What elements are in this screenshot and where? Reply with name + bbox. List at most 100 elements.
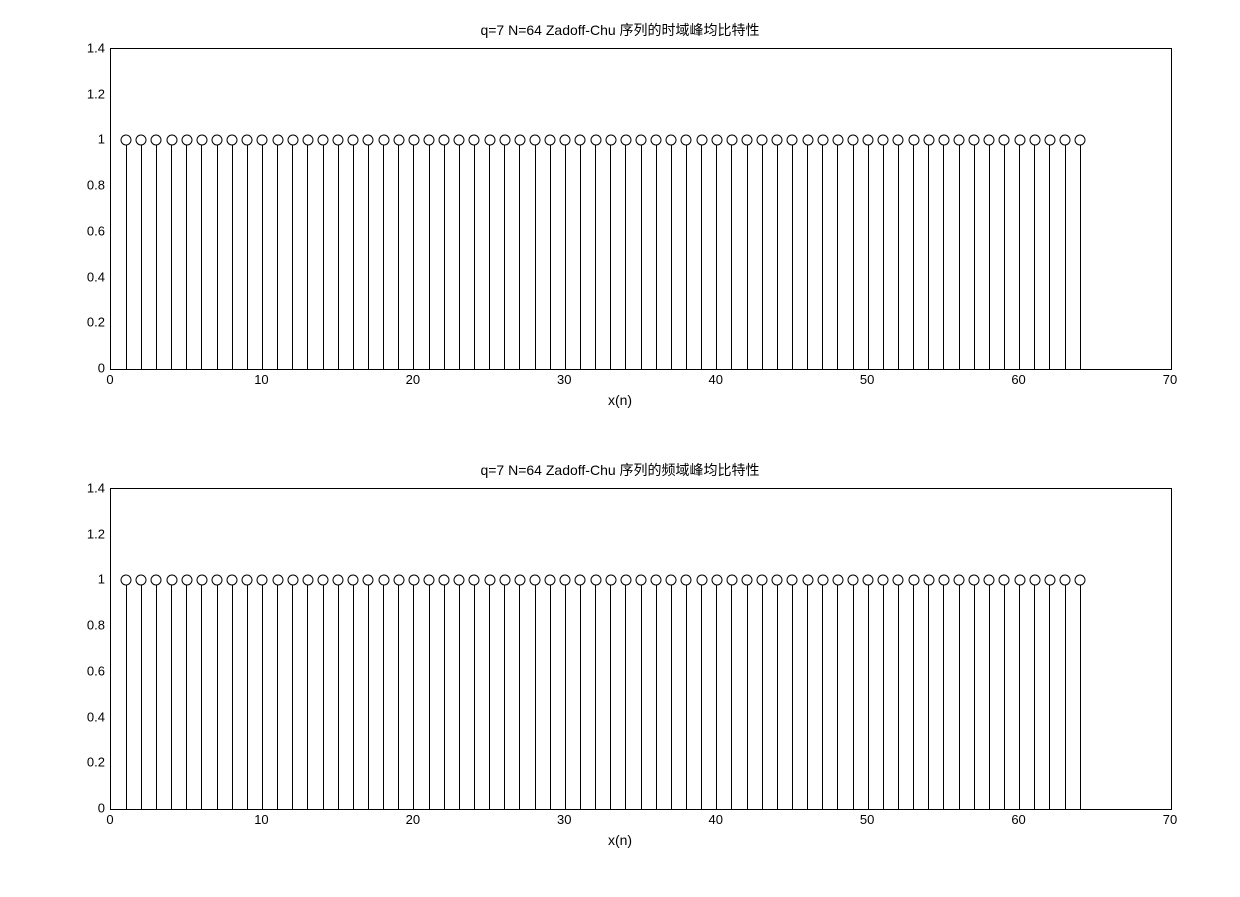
stem-marker bbox=[711, 575, 722, 586]
stem-line bbox=[368, 580, 369, 809]
stem-line bbox=[459, 140, 460, 369]
stem-line bbox=[610, 140, 611, 369]
stem-line bbox=[625, 580, 626, 809]
stem-marker bbox=[181, 135, 192, 146]
stem-line bbox=[156, 580, 157, 809]
stem-line bbox=[641, 580, 642, 809]
stem-marker bbox=[681, 575, 692, 586]
stem-marker bbox=[1014, 575, 1025, 586]
stem-line bbox=[913, 580, 914, 809]
stem-line bbox=[959, 580, 960, 809]
stem-line bbox=[853, 140, 854, 369]
stem-marker bbox=[514, 135, 525, 146]
stem-line bbox=[1004, 140, 1005, 369]
stem-line bbox=[1019, 140, 1020, 369]
stem-line bbox=[429, 580, 430, 809]
stem-line bbox=[353, 580, 354, 809]
stem-line bbox=[656, 140, 657, 369]
stem-marker bbox=[545, 135, 556, 146]
stem-line bbox=[716, 140, 717, 369]
stem-line bbox=[474, 580, 475, 809]
x-tick-label: 50 bbox=[860, 372, 874, 387]
stem-marker bbox=[757, 575, 768, 586]
stem-marker bbox=[484, 135, 495, 146]
stem-marker bbox=[560, 575, 571, 586]
stem-marker bbox=[181, 575, 192, 586]
stem-line bbox=[1049, 140, 1050, 369]
stem-marker bbox=[196, 575, 207, 586]
stem-marker bbox=[333, 135, 344, 146]
stem-marker bbox=[136, 135, 147, 146]
stem-marker bbox=[575, 575, 586, 586]
stem-line bbox=[217, 580, 218, 809]
stem-line bbox=[898, 140, 899, 369]
stem-marker bbox=[605, 135, 616, 146]
x-tick-label: 10 bbox=[254, 812, 268, 827]
stem-line bbox=[701, 580, 702, 809]
stem-line bbox=[686, 580, 687, 809]
stem-marker bbox=[923, 135, 934, 146]
stem-marker bbox=[484, 575, 495, 586]
stem-marker bbox=[651, 135, 662, 146]
stem-line bbox=[1049, 580, 1050, 809]
stem-line bbox=[201, 140, 202, 369]
stem-line bbox=[126, 580, 127, 809]
stem-line bbox=[519, 580, 520, 809]
stem-marker bbox=[666, 135, 677, 146]
stem-line bbox=[186, 140, 187, 369]
stem-marker bbox=[348, 575, 359, 586]
x-tick-label: 60 bbox=[1011, 372, 1025, 387]
stem-line bbox=[868, 580, 869, 809]
stem-marker bbox=[590, 575, 601, 586]
y-tick-label: 0.6 bbox=[55, 663, 105, 678]
stem-line bbox=[731, 580, 732, 809]
stem-marker bbox=[424, 135, 435, 146]
stem-marker bbox=[726, 575, 737, 586]
stem-line bbox=[625, 140, 626, 369]
stem-marker bbox=[257, 575, 268, 586]
stem-marker bbox=[136, 575, 147, 586]
stem-line bbox=[883, 580, 884, 809]
stem-line bbox=[519, 140, 520, 369]
stem-line bbox=[459, 580, 460, 809]
stem-marker bbox=[772, 575, 783, 586]
stem-marker bbox=[999, 575, 1010, 586]
chart-bottom-xlabel: x(n) bbox=[50, 832, 1190, 848]
stem-marker bbox=[530, 575, 541, 586]
stem-marker bbox=[848, 135, 859, 146]
stem-line bbox=[883, 140, 884, 369]
stem-marker bbox=[393, 575, 404, 586]
y-tick-label: 0.6 bbox=[55, 223, 105, 238]
stem-line bbox=[822, 580, 823, 809]
stem-line bbox=[141, 580, 142, 809]
stem-line bbox=[292, 580, 293, 809]
y-tick-label: 1.2 bbox=[55, 86, 105, 101]
stem-line bbox=[156, 140, 157, 369]
stem-line bbox=[943, 140, 944, 369]
x-tick-label: 0 bbox=[106, 812, 113, 827]
stem-line bbox=[535, 580, 536, 809]
stem-marker bbox=[908, 575, 919, 586]
stem-marker bbox=[1014, 135, 1025, 146]
chart-bottom: q=7 N=64 Zadoff-Chu 序列的频域峰均比特性 x(n) 00.2… bbox=[50, 460, 1190, 870]
stem-marker bbox=[454, 135, 465, 146]
stem-marker bbox=[166, 575, 177, 586]
y-tick-label: 1 bbox=[55, 132, 105, 147]
stem-line bbox=[1034, 140, 1035, 369]
stem-marker bbox=[938, 135, 949, 146]
stem-marker bbox=[711, 135, 722, 146]
chart-top-xlabel: x(n) bbox=[50, 392, 1190, 408]
stem-marker bbox=[287, 575, 298, 586]
stem-marker bbox=[863, 135, 874, 146]
stem-marker bbox=[499, 575, 510, 586]
stem-marker bbox=[272, 575, 283, 586]
stem-marker bbox=[227, 575, 238, 586]
stem-line bbox=[762, 140, 763, 369]
stem-line bbox=[1065, 580, 1066, 809]
stem-line bbox=[595, 580, 596, 809]
stem-marker bbox=[363, 575, 374, 586]
stem-line bbox=[186, 580, 187, 809]
page: q=7 N=64 Zadoff-Chu 序列的时域峰均比特性 x(n) 00.2… bbox=[0, 0, 1240, 897]
stem-marker bbox=[545, 575, 556, 586]
stem-line bbox=[868, 140, 869, 369]
